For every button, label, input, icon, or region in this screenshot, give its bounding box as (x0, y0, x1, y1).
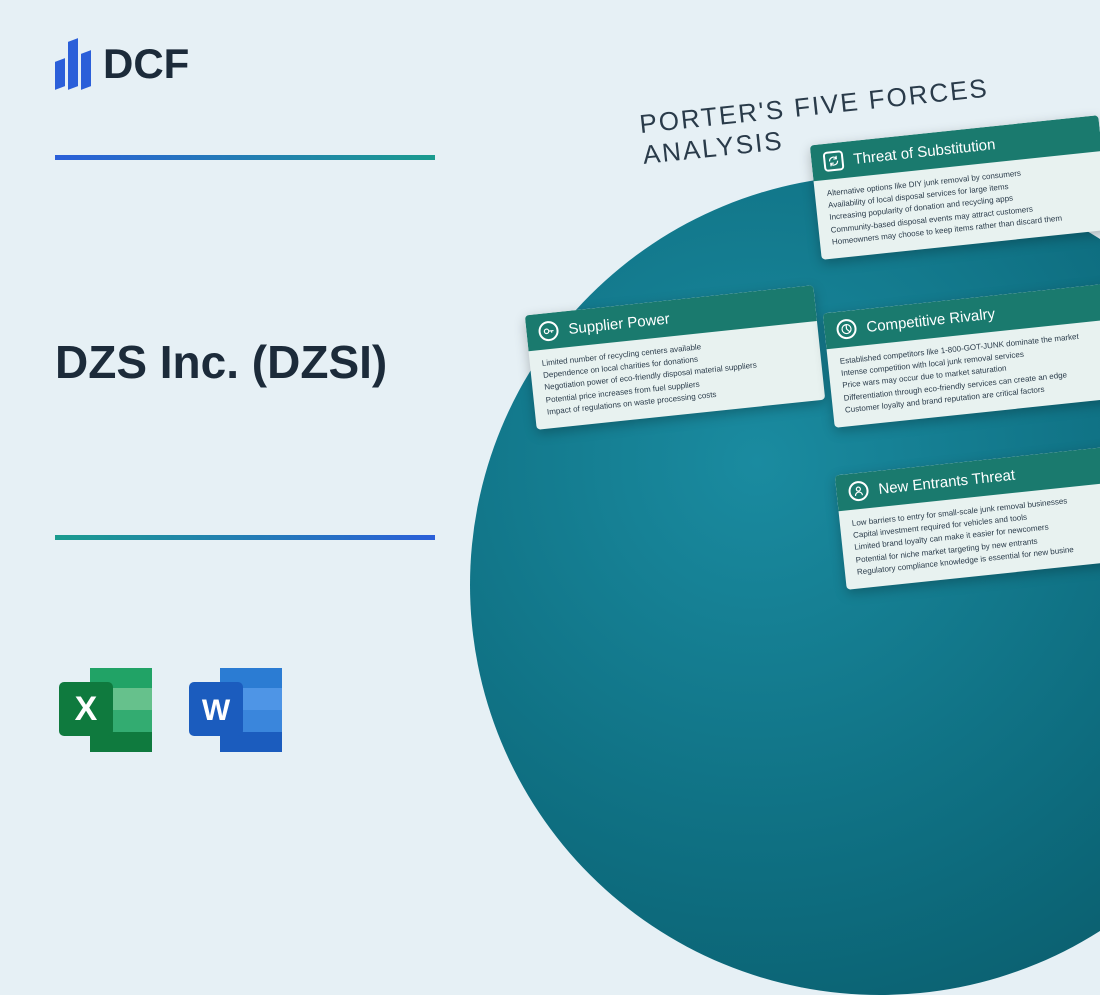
logo-bars-icon (55, 40, 91, 88)
file-icons: X W (55, 660, 290, 760)
person-icon (848, 480, 870, 502)
logo-text: DCF (103, 40, 189, 88)
word-icon[interactable]: W (185, 660, 290, 760)
pie-icon (836, 318, 858, 340)
svg-text:X: X (75, 690, 98, 728)
excel-icon[interactable]: X (55, 660, 160, 760)
company-title: DZS Inc. (DZSI) (55, 335, 387, 389)
card-title: New Entrants Threat (878, 466, 1016, 497)
dcf-logo: DCF (55, 40, 189, 88)
key-icon (538, 320, 560, 342)
divider-bottom (55, 535, 435, 540)
refresh-icon (823, 150, 845, 172)
card-title: Supplier Power (568, 310, 671, 338)
svg-text:W: W (202, 694, 231, 727)
divider-top (55, 155, 435, 160)
card-title: Competitive Rivalry (866, 305, 996, 335)
card-title: Threat of Substitution (853, 136, 997, 168)
